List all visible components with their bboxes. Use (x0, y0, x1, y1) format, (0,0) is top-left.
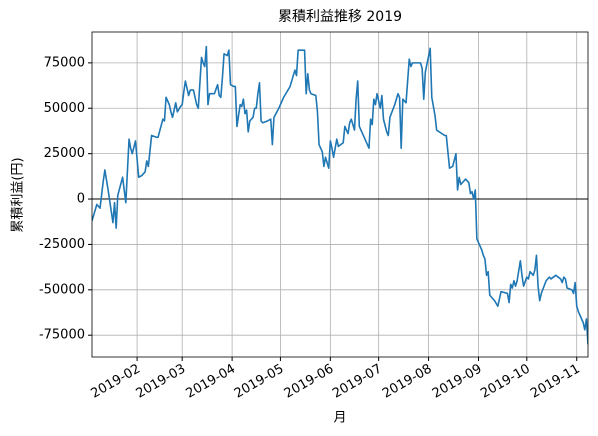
y-tick-label: -50000 (39, 282, 85, 297)
y-tick-label: 0 (77, 192, 85, 207)
y-tick-label: -25000 (39, 237, 85, 252)
y-tick-label: 25000 (44, 146, 85, 161)
x-tick-label: 2019-04 (184, 361, 239, 401)
chart-title: 累積利益推移 2019 (278, 9, 402, 25)
x-tick-label: 2019-03 (134, 361, 189, 401)
y-tick-label: 50000 (44, 101, 85, 116)
x-tick-label: 2019-07 (330, 361, 385, 401)
y-tick-label: -75000 (39, 328, 85, 343)
x-tick-label: 2019-02 (89, 361, 144, 401)
x-tick-label: 2019-06 (282, 361, 337, 401)
y-tick-label: 75000 (44, 55, 85, 70)
x-tick-label: 2019-08 (380, 361, 435, 401)
x-tick-label: 2019-10 (478, 361, 533, 401)
x-tick-label: 2019-09 (430, 361, 485, 401)
y-axis-label: 累積利益(円) (11, 157, 26, 232)
x-tick-label: 2019-11 (528, 361, 583, 401)
data-line (92, 45, 588, 345)
x-axis-label: 月 (333, 411, 346, 426)
x-tick-label: 2019-05 (232, 361, 287, 401)
plot-frame (91, 31, 589, 358)
